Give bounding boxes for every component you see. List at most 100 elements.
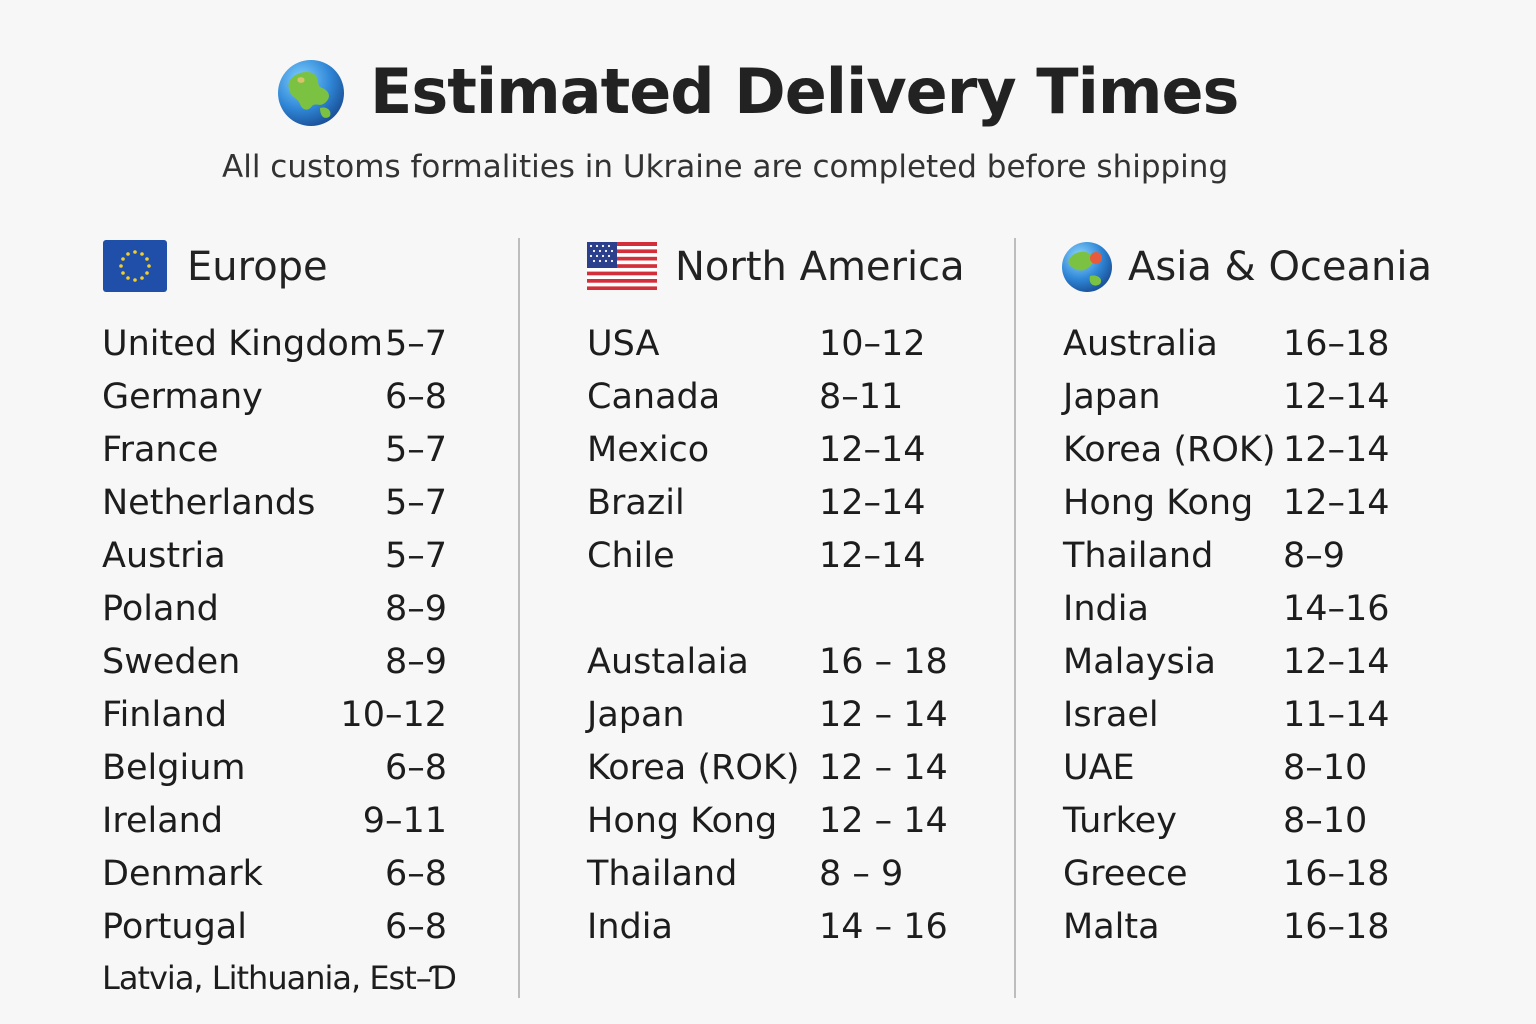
country-name: France — [102, 430, 219, 470]
list-item: Japan 12–14 — [1063, 371, 1423, 424]
country-name: UAE — [1063, 748, 1135, 788]
delivery-days: 12–14 — [1283, 483, 1390, 523]
delivery-days: 16 – 18 — [819, 642, 948, 682]
delivery-days: 5–7 — [384, 536, 447, 576]
delivery-days: 8–10 — [1283, 748, 1368, 788]
delivery-days: 16–18 — [1283, 854, 1390, 894]
column-divider — [1014, 238, 1016, 998]
list-item: Sweden 8–9 — [102, 636, 447, 689]
delivery-days: 8–11 — [819, 377, 904, 417]
page-title: Estimated Delivery Times — [370, 55, 1239, 128]
delivery-days: 11–14 — [1283, 695, 1390, 735]
country-name: Belgium — [102, 748, 246, 788]
list-item: Portugal 6–8 — [102, 901, 447, 954]
delivery-days: 5–7 — [384, 430, 447, 470]
us-flag-icon — [587, 242, 657, 290]
country-name: Poland — [102, 589, 219, 629]
delivery-days: 12–14 — [819, 430, 926, 470]
globe-asia-icon — [1062, 242, 1112, 292]
country-name: Sweden — [102, 642, 241, 682]
delivery-days: 8–9 — [384, 589, 447, 629]
list-item: Austalaia 16 – 18 — [587, 636, 987, 689]
list-item: Australia 16–18 — [1063, 318, 1423, 371]
country-name: Turkey — [1063, 801, 1177, 841]
country-name: Thailand — [1063, 536, 1214, 576]
region-name: North America — [675, 244, 965, 290]
delivery-days: 12–14 — [1283, 642, 1390, 682]
country-name: Japan — [1063, 377, 1161, 417]
country-name: USA — [587, 324, 660, 364]
country-name: Thailand — [587, 854, 738, 894]
delivery-days: 8–9 — [384, 642, 447, 682]
list-item: Hong Kong 12–14 — [1063, 477, 1423, 530]
delivery-days: 10–12 — [340, 695, 447, 735]
list-item: Greece 16–18 — [1063, 848, 1423, 901]
list-item: Thailand 8 – 9 — [587, 848, 987, 901]
list-item: Denmark 6–8 — [102, 848, 447, 901]
country-name: Netherlands — [102, 483, 316, 523]
delivery-days: 16–18 — [1283, 324, 1390, 364]
country-name: Hong Kong — [587, 801, 778, 841]
list-spacer — [587, 583, 987, 636]
list-item: Japan 12 – 14 — [587, 689, 987, 742]
list-item: Turkey 8–10 — [1063, 795, 1423, 848]
list-item: United Kingdom 5–7 — [102, 318, 447, 371]
eu-flag-icon — [103, 240, 167, 292]
delivery-days: 8–10 — [1283, 801, 1368, 841]
delivery-days: 12–14 — [1283, 430, 1390, 470]
delivery-days: 12 – 14 — [819, 801, 948, 841]
delivery-days: 9–11 — [362, 801, 447, 841]
country-name: Ireland — [102, 801, 224, 841]
europe-list: United Kingdom 5–7 Germany 6–8 France 5–7 N… — [102, 318, 447, 954]
list-item: Hong Kong 12 – 14 — [587, 795, 987, 848]
list-item: Brazil 12–14 — [587, 477, 987, 530]
list-item: Malaysia 12–14 — [1063, 636, 1423, 689]
country-name: Finland — [102, 695, 228, 735]
list-item: Canada 8–11 — [587, 371, 987, 424]
country-name: Malta — [1063, 907, 1160, 947]
list-item: Korea (ROK) 12–14 — [1063, 424, 1423, 477]
list-item: Germany 6–8 — [102, 371, 447, 424]
country-name: India — [587, 907, 673, 947]
delivery-days: 6–8 — [384, 377, 447, 417]
country-name: Austalaia — [587, 642, 749, 682]
country-name: Portugal — [102, 907, 247, 947]
delivery-days: 6–8 — [384, 748, 447, 788]
region-name: Asia & Oceania — [1128, 244, 1433, 290]
list-item: Israel 11–14 — [1063, 689, 1423, 742]
list-item: India 14 – 16 — [587, 901, 987, 954]
region-header-north-america: North America — [587, 236, 1007, 296]
region-header-europe: Europe — [103, 236, 503, 296]
country-name: Greece — [1063, 854, 1188, 894]
country-name: Japan — [587, 695, 685, 735]
list-item: Netherlands 5–7 — [102, 477, 447, 530]
delivery-days: 6–8 — [384, 854, 447, 894]
delivery-days: 12–14 — [819, 536, 926, 576]
country-name: Mexico — [587, 430, 710, 470]
country-name: Denmark — [102, 854, 263, 894]
list-item: France 5–7 — [102, 424, 447, 477]
list-item: India 14–16 — [1063, 583, 1423, 636]
delivery-days: 12 – 14 — [819, 748, 948, 788]
delivery-days: 8 – 9 — [819, 854, 904, 894]
country-name: Hong Kong — [1063, 483, 1254, 523]
delivery-days: 5–7 — [384, 324, 447, 364]
delivery-days: 8–9 — [1283, 536, 1346, 576]
country-name: Malaysia — [1063, 642, 1216, 682]
list-item: Mexico 12–14 — [587, 424, 987, 477]
delivery-days: 10–12 — [819, 324, 926, 364]
country-name: Germany — [102, 377, 263, 417]
delivery-days: 6–8 — [384, 907, 447, 947]
delivery-days: 12–14 — [819, 483, 926, 523]
list-item: Belgium 6–8 — [102, 742, 447, 795]
delivery-days: 14 – 16 — [819, 907, 948, 947]
list-item: Poland 8–9 — [102, 583, 447, 636]
country-name: Korea (ROK) — [1063, 430, 1276, 470]
north-america-list: USA 10–12 Canada 8–11 Mexico 12–14 Brazil 12… — [587, 318, 987, 954]
country-name: Korea (ROK) — [587, 748, 800, 788]
region-name: Europe — [187, 244, 328, 290]
country-name: United Kingdom — [102, 324, 383, 364]
region-header-asia-oceania: Asia & Oceania — [1060, 236, 1460, 296]
asia-oceania-list: Australia 16–18 Japan 12–14 Korea (ROK) 12–… — [1063, 318, 1423, 954]
europe-footer-note: Latvia, Lithuania, Est–Ɗ — [102, 959, 457, 997]
